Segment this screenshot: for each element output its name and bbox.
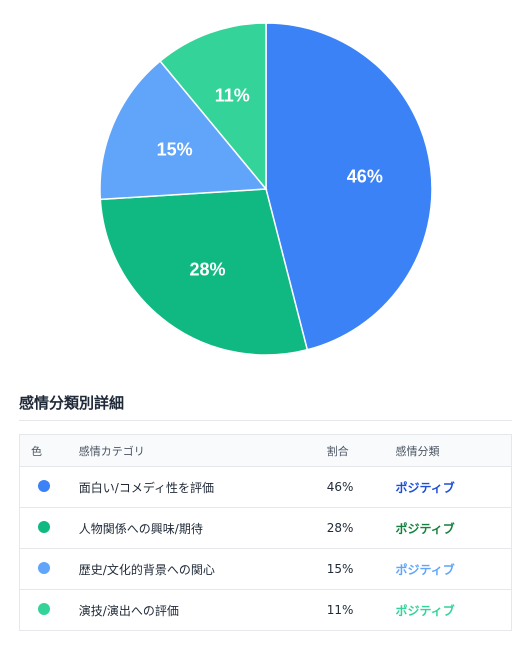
header-color: 色 (31, 444, 42, 458)
pie-slice-label-0: 46% (347, 167, 383, 187)
sentiment-cell: ポジティブ (395, 480, 455, 495)
pie-slice-3 (159, 22, 267, 192)
pie-chart: 46% 28% 15% 11% (99, 22, 433, 356)
header-sentiment: 感情分類 (395, 444, 440, 458)
table-row: 演技/演出への評価 11% ポジティブ (20, 590, 511, 630)
pie-slice-label-2: 15% (157, 139, 193, 159)
color-swatch (38, 479, 50, 492)
color-swatch (38, 520, 50, 533)
pie-chart-area: 46% 28% 15% 11% (99, 22, 433, 356)
pie-slice-label-3: 11% (215, 85, 250, 105)
color-cell (20, 602, 79, 618)
table-row: 歴史/文化的背景への関心 15% ポジティブ (20, 549, 511, 590)
color-cell (20, 520, 79, 536)
color-cell (20, 479, 79, 495)
pie-slice-0 (265, 22, 433, 351)
sentiment-cell: ポジティブ (395, 521, 455, 536)
sentiment-cell: ポジティブ (395, 562, 455, 577)
category-cell: 演技/演出への評価 (78, 603, 179, 618)
section-divider (19, 420, 512, 421)
pie-slice-2 (99, 60, 268, 201)
color-swatch (38, 602, 50, 615)
category-table: 色 感情カテゴリ 割合 感情分類 面白い/コメディ性を評価 46% ポジティブ 人物関… (19, 434, 512, 631)
table-row: 面白い/コメディ性を評価 46% ポジティブ (20, 467, 511, 508)
table-header: 色 感情カテゴリ 割合 感情分類 (20, 435, 511, 467)
category-cell: 人物関係への興味/期待 (78, 521, 203, 536)
ratio-cell: 11% (326, 603, 354, 617)
ratio-cell: 28% (326, 521, 354, 535)
table-row: 人物関係への興味/期待 28% ポジティブ (20, 508, 511, 549)
ratio-cell: 46% (326, 480, 354, 494)
sentiment-cell: ポジティブ (395, 603, 455, 618)
category-cell: 歴史/文化的背景への関心 (78, 562, 215, 577)
header-ratio: 割合 (326, 444, 349, 458)
color-swatch (38, 561, 50, 574)
ratio-cell: 15% (326, 562, 354, 576)
pie-slice-1 (99, 188, 309, 356)
pie-slice-label-1: 28% (189, 260, 225, 280)
table-body: 面白い/コメディ性を評価 46% ポジティブ 人物関係への興味/期待 28% ポジティブ歴… (20, 467, 511, 630)
color-cell (20, 561, 79, 577)
section-title: 感情分類別詳細 (19, 394, 125, 412)
header-category: 感情カテゴリ (78, 444, 145, 458)
category-cell: 面白い/コメディ性を評価 (78, 480, 215, 495)
